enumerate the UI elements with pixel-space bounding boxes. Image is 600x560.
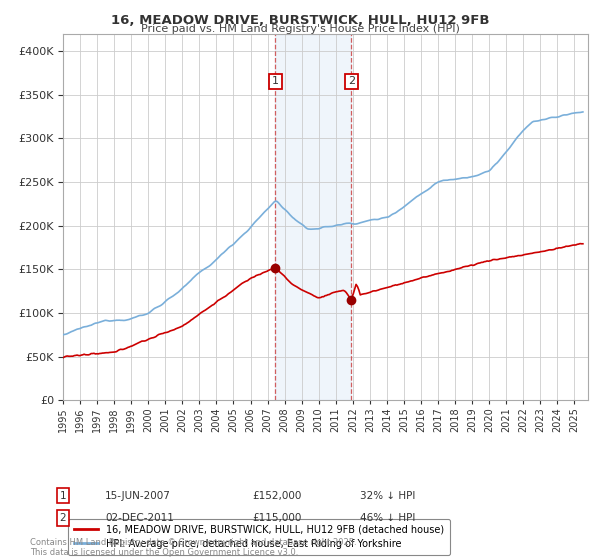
- Text: 15-JUN-2007: 15-JUN-2007: [105, 491, 171, 501]
- Text: 46% ↓ HPI: 46% ↓ HPI: [360, 513, 415, 523]
- Text: Contains HM Land Registry data © Crown copyright and database right 2025.
This d: Contains HM Land Registry data © Crown c…: [30, 538, 356, 557]
- Text: 32% ↓ HPI: 32% ↓ HPI: [360, 491, 415, 501]
- Text: 16, MEADOW DRIVE, BURSTWICK, HULL, HU12 9FB: 16, MEADOW DRIVE, BURSTWICK, HULL, HU12 …: [111, 14, 489, 27]
- Text: 02-DEC-2011: 02-DEC-2011: [105, 513, 174, 523]
- Text: Price paid vs. HM Land Registry's House Price Index (HPI): Price paid vs. HM Land Registry's House …: [140, 24, 460, 34]
- Text: 1: 1: [272, 76, 279, 86]
- Legend: 16, MEADOW DRIVE, BURSTWICK, HULL, HU12 9FB (detached house), HPI: Average price: 16, MEADOW DRIVE, BURSTWICK, HULL, HU12 …: [68, 519, 450, 554]
- Bar: [275, 34, 352, 400]
- Text: £115,000: £115,000: [252, 513, 301, 523]
- Text: 2: 2: [59, 513, 67, 523]
- Text: £152,000: £152,000: [252, 491, 301, 501]
- Text: 1: 1: [59, 491, 67, 501]
- Text: 2: 2: [348, 76, 355, 86]
